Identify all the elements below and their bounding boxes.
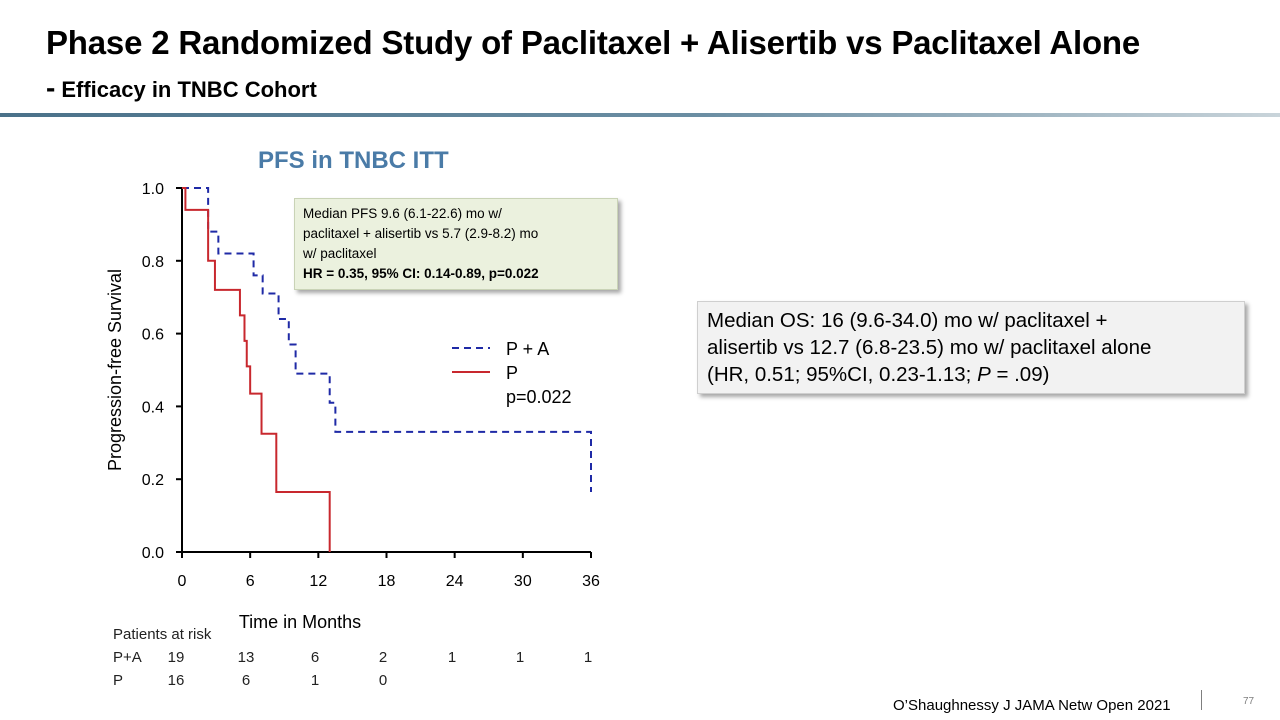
risk-cell: 0 (378, 672, 388, 689)
risk-cell: 19 (167, 649, 185, 666)
pfs-median-box: Median PFS 9.6 (6.1-22.6) mo w/ paclitax… (294, 198, 618, 290)
legend-label: P (506, 363, 518, 383)
pfs-line-3: w/ paclitaxel (303, 246, 377, 261)
risk-cell: 2 (378, 649, 388, 666)
pfs-line-2: paclitaxel + alisertib vs 5.7 (2.9-8.2) … (303, 226, 539, 241)
risk-cell: 1 (515, 649, 525, 666)
risk-cell: 1 (310, 672, 320, 689)
y-tick-label: 0.4 (142, 399, 164, 416)
chart-title: PFS in TNBC ITT (258, 147, 449, 174)
risk-table-header: Patients at risk (113, 626, 212, 643)
y-tick-label: 0.0 (142, 545, 164, 562)
x-tick-label: 0 (178, 573, 187, 590)
y-tick-label: 0.6 (142, 327, 164, 344)
os-median-box: Median OS: 16 (9.6-34.0) mo w/ paclitaxe… (697, 301, 1245, 394)
x-tick-label: 30 (514, 573, 532, 590)
x-tick-label: 12 (309, 573, 327, 590)
x-tick-label: 24 (446, 573, 464, 590)
risk-row-label: P+A (113, 649, 142, 666)
km-curve-paclitaxel (182, 187, 331, 552)
risk-cell: 6 (241, 672, 251, 689)
y-tick-label: 0.2 (142, 472, 164, 489)
os-p-symbol: P (977, 363, 991, 386)
x-axis-label: Time in Months (239, 612, 361, 632)
subtitle-dash: - (46, 72, 56, 103)
os-line-3-post: = .09) (990, 363, 1050, 386)
footer-separator (1201, 690, 1202, 710)
subtitle-text: Efficacy in TNBC Cohort (61, 77, 317, 102)
risk-cell: 6 (310, 649, 320, 666)
risk-row-label: P (113, 672, 124, 689)
risk-cell: 1 (583, 649, 593, 666)
os-line-3: (HR, 0.51; 95%CI, 0.23-1.13; P = .09) (707, 361, 1235, 388)
risk-cell: 16 (167, 672, 185, 689)
legend-label: P + A (506, 339, 549, 359)
risk-cell: 13 (237, 649, 255, 666)
km-plot: 0.0 0.2 0.4 0.6 0.8 1.0 0 6 12 18 24 30 36 Time in Mo… (105, 181, 600, 632)
title-divider (0, 113, 1280, 117)
os-line-3-pre: (HR, 0.51; 95%CI, 0.23-1.13; (707, 363, 978, 386)
page-number: 77 (1243, 696, 1255, 707)
pfs-line-1: Median PFS 9.6 (6.1-22.6) mo w/ (303, 206, 502, 221)
x-tick-label: 36 (582, 573, 600, 590)
os-line-1: Median OS: 16 (9.6-34.0) mo w/ paclitaxe… (707, 309, 1108, 332)
y-axis-label: Progression-free Survival (105, 269, 125, 471)
slide-subtitle: - Efficacy in TNBC Cohort (46, 72, 317, 104)
x-tick-label: 6 (246, 573, 255, 590)
y-tick-label: 1.0 (142, 181, 164, 198)
y-tick-label: 0.8 (142, 254, 164, 271)
citation: O’Shaughnessy J JAMA Netw Open 2021 (893, 697, 1171, 714)
risk-cell: 1 (447, 649, 457, 666)
slide-title: Phase 2 Randomized Study of Paclitaxel +… (46, 24, 1141, 61)
x-tick-label: 18 (378, 573, 396, 590)
p-value-annotation: p=0.022 (506, 387, 572, 407)
os-line-2: alisertib vs 12.7 (6.8-23.5) mo w/ pacli… (707, 336, 1152, 359)
pfs-hazard-ratio: HR = 0.35, 95% CI: 0.14-0.89, p=0.022 (303, 266, 539, 281)
